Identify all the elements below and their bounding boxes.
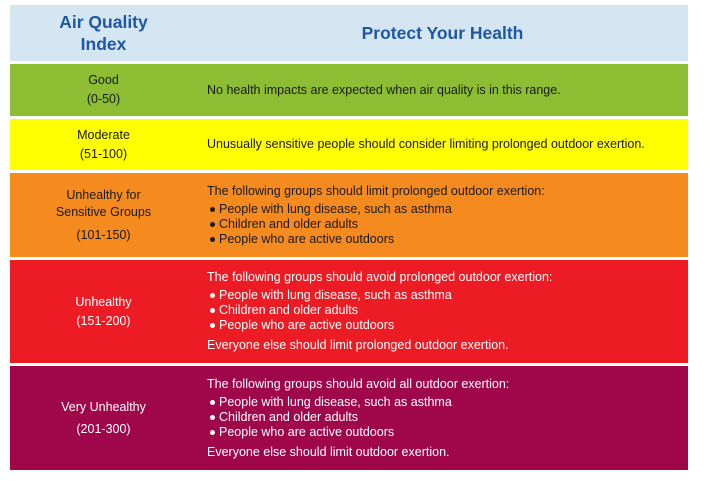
advice-very-unhealthy: The following groups should avoid all ou… <box>197 366 688 470</box>
row-unhealthy-sensitive: Unhealthy for Sensitive Groups (101-150)… <box>10 173 688 257</box>
row-unhealthy: Unhealthy (151-200) The following groups… <box>10 260 688 363</box>
header-aqi-line1: Air Quality <box>59 12 148 32</box>
advice-intro: The following groups should avoid all ou… <box>207 376 510 391</box>
advice-unhealthy: The following groups should avoid prolon… <box>197 260 688 363</box>
list-item: Children and older adults <box>207 217 688 232</box>
level-range: (0-50) <box>86 92 121 106</box>
level-name-line1: Unhealthy for <box>66 187 141 202</box>
row-good: Good (0-50) No health impacts are expect… <box>10 64 688 116</box>
list-item: People who are active outdoors <box>207 425 688 440</box>
advice-bullets: People with lung disease, such as asthma… <box>207 395 688 440</box>
advice-unhealthy-sensitive: The following groups should limit prolon… <box>197 173 688 257</box>
table-header: Air Quality Index Protect Your Health <box>10 5 688 61</box>
advice-note: Everyone else should limit prolonged out… <box>207 338 509 352</box>
list-item: People with lung disease, such as asthma <box>207 288 688 303</box>
level-range: (151-200) <box>76 313 131 328</box>
list-item: People who are active outdoors <box>207 232 688 247</box>
advice-note: Everyone else should limit outdoor exert… <box>207 444 450 459</box>
header-aqi: Air Quality Index <box>10 5 197 61</box>
level-name: Good <box>88 73 119 87</box>
level-good: Good (0-50) <box>10 64 197 116</box>
header-protect-health: Protect Your Health <box>197 5 688 61</box>
row-very-unhealthy: Very Unhealthy (201-300) The following g… <box>10 366 688 470</box>
level-very-unhealthy: Very Unhealthy (201-300) <box>10 366 197 470</box>
list-item: People who are active outdoors <box>207 318 688 333</box>
list-item: People with lung disease, such as asthma <box>207 202 688 217</box>
level-moderate: Moderate (51-100) <box>10 119 197 170</box>
header-protect-health-text: Protect Your Health <box>361 22 524 43</box>
level-name: Moderate <box>77 127 130 142</box>
advice-intro: The following groups should limit prolon… <box>207 183 545 198</box>
level-name-line2: Sensitive Groups <box>55 204 152 219</box>
advice-intro: The following groups should avoid prolon… <box>207 270 553 284</box>
advice-text: Unusually sensitive people should consid… <box>207 137 645 151</box>
level-unhealthy-sensitive: Unhealthy for Sensitive Groups (101-150) <box>10 173 197 257</box>
level-name: Unhealthy <box>75 294 132 309</box>
row-moderate: Moderate (51-100) Unusually sensitive pe… <box>10 119 688 170</box>
list-item: People with lung disease, such as asthma <box>207 395 688 410</box>
level-range: (201-300) <box>76 421 131 436</box>
advice-bullets: People with lung disease, such as asthma… <box>207 202 688 247</box>
header-aqi-line2: Index <box>80 34 127 54</box>
advice-text: No health impacts are expected when air … <box>207 82 561 97</box>
advice-bullets: People with lung disease, such as asthma… <box>207 288 688 333</box>
list-item: Children and older adults <box>207 410 688 425</box>
level-unhealthy: Unhealthy (151-200) <box>10 260 197 363</box>
aqi-table: Air Quality Index Protect Your Health Go… <box>10 5 688 470</box>
advice-moderate: Unusually sensitive people should consid… <box>197 119 688 170</box>
level-name: Very Unhealthy <box>61 399 146 414</box>
level-range: (101-150) <box>76 227 131 242</box>
level-range: (51-100) <box>79 146 128 161</box>
advice-good: No health impacts are expected when air … <box>197 64 688 116</box>
list-item: Children and older adults <box>207 303 688 318</box>
